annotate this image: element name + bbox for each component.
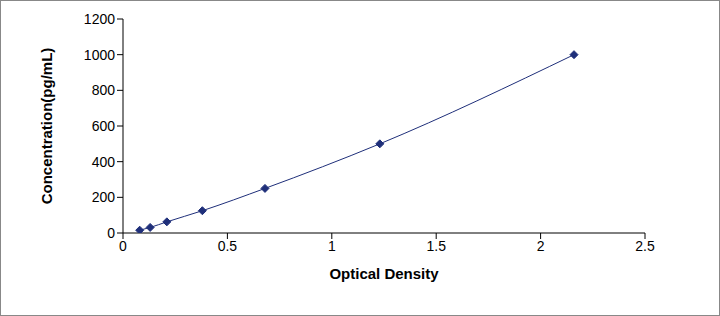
svg-text:1: 1	[328, 238, 336, 254]
svg-text:Concentration(pg/mL): Concentration(pg/mL)	[38, 48, 55, 205]
svg-text:1.5: 1.5	[426, 238, 446, 254]
svg-text:1200: 1200	[84, 11, 115, 27]
svg-text:1000: 1000	[84, 47, 115, 63]
svg-text:2: 2	[537, 238, 545, 254]
svg-text:800: 800	[92, 82, 116, 98]
svg-text:600: 600	[92, 118, 116, 134]
svg-text:0: 0	[119, 238, 127, 254]
svg-text:Optical Density: Optical Density	[329, 265, 439, 282]
svg-text:400: 400	[92, 154, 116, 170]
svg-text:0.5: 0.5	[218, 238, 238, 254]
svg-text:200: 200	[92, 189, 116, 205]
svg-text:0: 0	[107, 225, 115, 241]
svg-text:2.5: 2.5	[635, 238, 655, 254]
